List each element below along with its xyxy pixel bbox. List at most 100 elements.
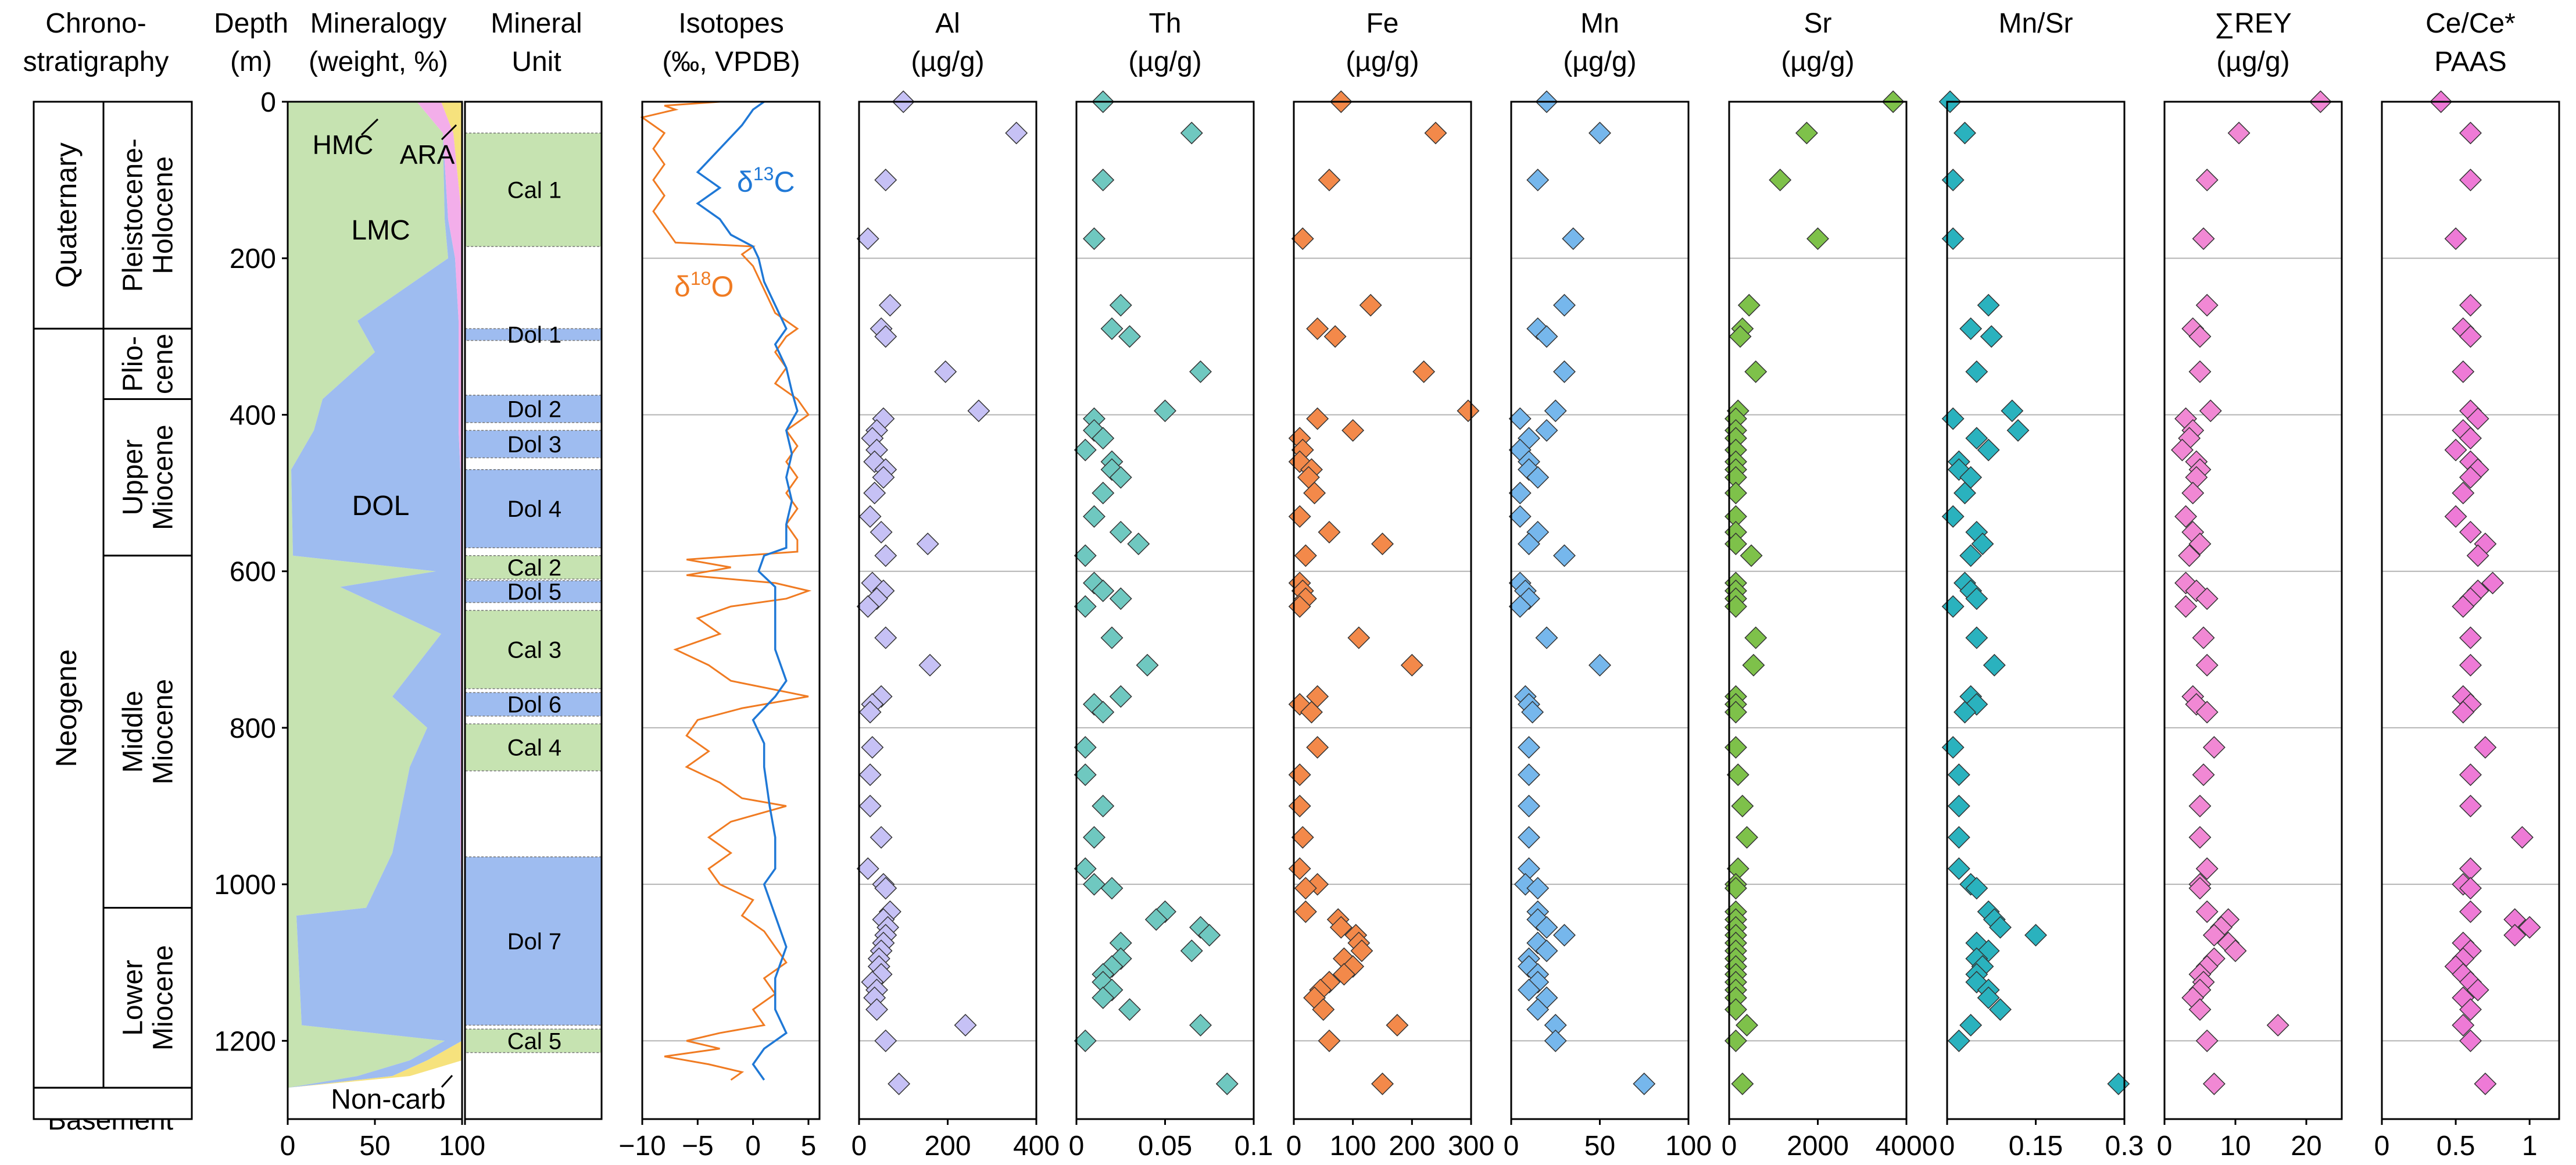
data-point [2452, 360, 2475, 383]
data-point [1588, 653, 1611, 677]
isotopes-header-line2: (‰, VPDB) [662, 47, 800, 77]
data-point [2459, 1029, 2482, 1052]
depth-header-line1: Depth [214, 8, 288, 39]
panel-xtick-label: 4000 [1876, 1131, 1938, 1162]
data-point [1526, 466, 1550, 489]
data-point [1726, 857, 1749, 880]
unit-label: Dol 7 [507, 929, 561, 955]
panel-frame [1293, 101, 1472, 1120]
data-point [1724, 595, 1747, 618]
series-box [102, 907, 193, 1089]
data-point [967, 399, 990, 423]
data-point [1954, 121, 1976, 145]
label-noncarb: Non-carb [331, 1084, 445, 1115]
data-point [1724, 1029, 1747, 1052]
chrono-header: Chrono- stratigraphy [23, 8, 169, 77]
data-point [1508, 595, 1532, 618]
mineral-area-dol [288, 102, 462, 1088]
data-point [2195, 169, 2219, 192]
panel-xtick-label: 0.3 [2105, 1131, 2144, 1162]
series-label: Middle [118, 691, 149, 773]
data-point [1553, 294, 1576, 317]
data-point [1109, 466, 1132, 489]
data-point [1109, 931, 1132, 955]
data-point [1127, 533, 1150, 556]
unit-label: Dol 5 [507, 580, 561, 605]
data-point [2466, 407, 2489, 430]
data-point [1198, 924, 1221, 947]
data-point [1744, 626, 1768, 649]
panel-mn: Mn (µg/g) 0 50 100 [1504, 8, 1712, 1162]
panel-xtick-label: 0 [1286, 1131, 1302, 1162]
panel-title: ∑REY [2214, 8, 2292, 39]
data-point [1724, 736, 1747, 759]
data-point [1180, 121, 1203, 145]
unit-label: Dol 4 [507, 496, 561, 522]
noncarb-leader [441, 1074, 453, 1088]
data-point [1989, 998, 2012, 1021]
data-point [1535, 939, 1558, 963]
data-point [1983, 653, 2006, 677]
panel-unit: (µg/g) [1128, 47, 1201, 77]
unit-label: Dol 2 [507, 396, 561, 422]
data-point [1312, 998, 1335, 1021]
panel-unit: (µg/g) [2216, 47, 2289, 77]
data-point [856, 227, 879, 251]
unit-label: Dol 3 [507, 432, 561, 458]
data-point [1535, 626, 1558, 649]
data-point [1965, 427, 1988, 450]
panel-title: Fe [1366, 8, 1398, 39]
data-point [1980, 325, 2003, 348]
data-point [2452, 1014, 2475, 1037]
data-point [2171, 438, 2194, 462]
panel-xtick-label: 0 [1069, 1131, 1085, 1162]
unit-label: Dol 6 [507, 692, 561, 718]
data-point [1724, 427, 1747, 450]
series-label: Miocene [148, 424, 179, 530]
data-point [1371, 1072, 1394, 1095]
panel-xtick-label: 50 [1584, 1131, 1615, 1162]
data-point [1724, 877, 1747, 900]
data-point [2459, 121, 2482, 145]
data-point [1318, 520, 1341, 544]
data-point [874, 877, 897, 900]
data-point [1154, 399, 1176, 423]
data-point [2474, 1072, 2497, 1095]
data-point [1535, 325, 1558, 348]
data-point [2202, 924, 2226, 947]
data-point [1109, 520, 1132, 544]
depth-tick-label: 1000 [214, 870, 276, 900]
panel-xtick-label: 300 [1448, 1131, 1494, 1162]
data-point [1544, 1014, 1567, 1037]
data-point [1795, 121, 1818, 145]
depth-tick-label: 400 [230, 400, 276, 431]
series-label: Pleistocene- [118, 138, 149, 292]
data-point [2227, 121, 2251, 145]
data-point [874, 1029, 897, 1052]
depth-header: Depth (m) [214, 8, 288, 77]
data-point [1508, 505, 1532, 528]
data-point [1074, 438, 1097, 462]
data-point [1959, 1014, 1983, 1037]
data-point [2185, 466, 2208, 489]
panel-unit: PAAS [2434, 47, 2507, 77]
data-point [2452, 595, 2475, 618]
data-point [1526, 998, 1550, 1021]
data-point [1959, 317, 1983, 340]
data-point [1744, 360, 1768, 383]
data-point [1769, 169, 1792, 192]
data-point [1457, 399, 1480, 423]
data-point [1806, 227, 1829, 251]
data-point [1947, 763, 1970, 787]
unit-block [464, 395, 602, 423]
data-point [2518, 916, 2541, 939]
data-point [1136, 653, 1159, 677]
panel-xtick-label: 0 [1504, 1131, 1519, 1162]
panel-title: Al [935, 8, 960, 39]
data-point [1100, 877, 1124, 900]
data-point [1724, 986, 1747, 1009]
panel-title: Sr [1804, 8, 1832, 39]
unit-label: Cal 1 [507, 177, 561, 203]
data-point [2174, 595, 2198, 618]
